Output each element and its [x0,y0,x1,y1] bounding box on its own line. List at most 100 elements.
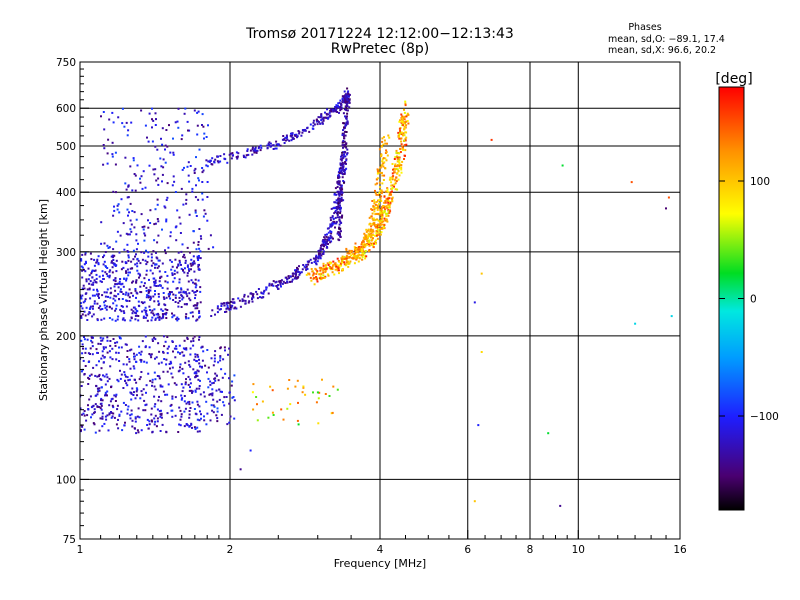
data-point [141,340,144,343]
data-point [335,265,338,268]
data-point [183,425,186,428]
data-point [272,148,275,150]
data-point [127,256,130,259]
data-point [405,124,408,127]
data-point [181,397,184,400]
data-point [374,242,377,245]
data-point [201,198,204,201]
data-point [403,108,405,111]
data-point [131,189,134,192]
data-point [119,337,122,340]
data-point [339,99,342,102]
data-point [171,395,174,398]
data-point [173,347,176,350]
data-point [365,255,368,258]
data-point [145,286,148,289]
data-point [341,98,344,101]
data-point [139,291,142,293]
data-point [145,384,148,387]
data-point [92,288,95,291]
data-point [83,300,86,303]
data-point [139,274,142,277]
data-point [206,349,209,351]
data-point [277,287,279,290]
data-point [311,127,314,130]
data-point [341,97,344,100]
data-point [210,315,213,317]
data-point [373,199,376,202]
data-point [123,277,125,280]
data-point [332,110,335,113]
data-point [131,210,134,212]
data-point [130,317,133,320]
data-point [114,283,117,286]
data-point [378,181,381,184]
data-point [363,232,366,235]
data-point [388,206,391,209]
data-point [153,314,156,317]
data-point [398,132,401,135]
data-point [125,270,127,273]
data-point [98,373,101,376]
data-point [294,385,297,388]
data-point [403,115,406,118]
data-point [341,161,344,164]
data-point [205,159,208,162]
data-point [139,177,141,180]
data-point [156,417,159,420]
data-point [340,169,343,172]
data-point [294,269,296,272]
data-point [346,99,349,102]
data-point [114,400,117,402]
data-point [260,292,263,295]
data-point [130,398,133,401]
data-point [382,143,385,146]
data-point [321,122,324,125]
data-point [346,255,349,258]
data-point [188,400,191,403]
data-point [80,429,82,432]
data-point [287,275,290,278]
data-point [174,226,177,229]
data-point [388,203,391,206]
data-point [346,105,349,107]
data-point [192,315,194,318]
data-point [398,137,401,140]
data-point [151,118,153,121]
data-point [121,429,124,432]
data-point [157,183,160,186]
x-tick-label: 16 [673,544,687,556]
data-point [86,288,89,291]
data-point [140,429,143,432]
data-point [118,346,120,349]
data-point [164,206,167,209]
data-point [118,413,121,416]
data-point [228,153,231,156]
data-point [137,319,140,322]
data-point [170,268,173,271]
data-point [132,258,135,261]
data-point [86,338,89,341]
data-point [327,263,330,266]
data-point [118,414,121,417]
data-point [193,260,196,263]
data-point [405,131,408,134]
data-point [339,158,342,161]
data-point [120,268,123,271]
data-point [370,215,373,218]
data-point [344,115,346,118]
data-point [381,190,384,193]
data-point [333,222,336,224]
data-point [186,295,189,298]
data-point [166,287,169,290]
data-point [130,409,133,412]
data-point [142,284,145,287]
data-point [164,308,167,311]
data-point [381,140,384,143]
data-point [380,231,383,234]
data-point [396,160,399,163]
data-point [127,274,130,277]
data-point [114,299,117,302]
data-point [218,308,221,311]
data-point [164,161,167,164]
